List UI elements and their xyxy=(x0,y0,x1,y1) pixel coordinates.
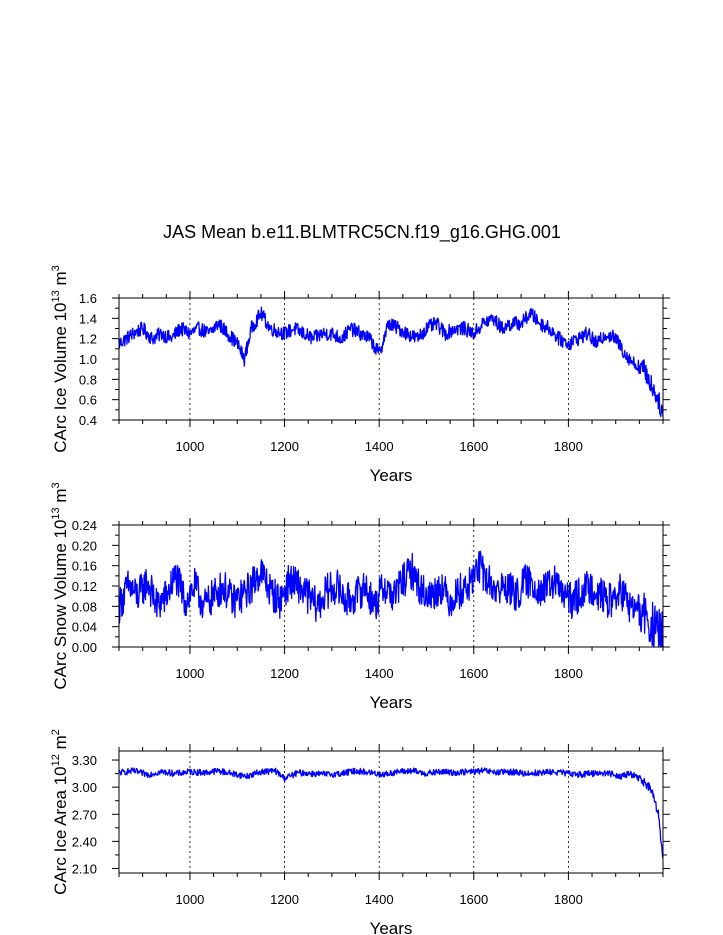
plot-frame xyxy=(118,297,664,421)
x-tick-label: 1800 xyxy=(554,892,583,907)
y-tick-label: 2.70 xyxy=(72,807,97,822)
chart-panel-1: 1000 1200 1400 1600 1800 0.4 0.6 0.8 1.0 1.2 1.4 1.… xyxy=(50,265,670,485)
x-tick-label: 1200 xyxy=(270,666,299,681)
x-axis-title: Years xyxy=(370,466,413,485)
y-tick-label: 3.30 xyxy=(72,753,97,768)
y-tick-label: 1.2 xyxy=(79,332,97,347)
figure-title: JAS Mean b.e11.BLMTRC5CN.f19_g16.GHG.001 xyxy=(163,222,561,243)
y-tick-label: 0.8 xyxy=(79,372,97,387)
y-axis-title: CArc Snow Volume 1013 m3 xyxy=(50,482,70,689)
x-tick-label: 1800 xyxy=(554,439,583,454)
y-tick-label: 0.4 xyxy=(79,413,97,428)
y-tick-label: 0.00 xyxy=(72,640,97,655)
y-tick-label: 3.00 xyxy=(72,780,97,795)
x-tick-label: 1800 xyxy=(554,666,583,681)
x-tick-label: 1400 xyxy=(365,439,394,454)
chart-panel-2: 1000 1200 1400 1600 1800 0.00 0.04 0.08 0.12 0.16… xyxy=(50,482,670,712)
y-tick-label: 2.40 xyxy=(72,834,97,849)
x-tick-label: 1400 xyxy=(365,892,394,907)
series-line xyxy=(118,306,664,418)
y-axis-title: CArc Ice Area 1012 m2 xyxy=(50,729,70,895)
x-tick-label: 1600 xyxy=(459,439,488,454)
x-tick-label: 1000 xyxy=(175,666,204,681)
y-tick-label: 1.0 xyxy=(79,352,97,367)
y-tick-label: 0.20 xyxy=(72,538,97,553)
y-tick-label: 0.04 xyxy=(72,620,97,635)
y-tick-label: 0.12 xyxy=(72,579,97,594)
y-tick-label: 0.24 xyxy=(72,518,97,533)
x-axis-title: Years xyxy=(370,919,413,935)
y-tick-label: 0.6 xyxy=(79,393,97,408)
chart-panels: 1000 1200 1400 1600 1800 0.4 0.6 0.8 1.0 1.2 1.4 1.… xyxy=(50,265,670,935)
x-tick-label: 1200 xyxy=(270,892,299,907)
series-line xyxy=(118,550,664,648)
plot-frame xyxy=(118,750,664,874)
x-tick-label: 1600 xyxy=(459,666,488,681)
y-tick-label: 1.6 xyxy=(79,291,97,306)
x-tick-label: 1000 xyxy=(175,892,204,907)
x-tick-label: 1200 xyxy=(270,439,299,454)
x-tick-label: 1400 xyxy=(365,666,394,681)
x-tick-label: 1600 xyxy=(459,892,488,907)
chart-panel-3: 1000 1200 1400 1600 1800 2.10 2.40 2.70 3.00 3.30… xyxy=(50,729,670,935)
x-axis-title: Years xyxy=(370,693,413,712)
y-tick-label: 1.4 xyxy=(79,311,97,326)
y-tick-label: 2.10 xyxy=(72,861,97,876)
x-tick-label: 1000 xyxy=(175,439,204,454)
series-line xyxy=(118,767,664,859)
y-tick-label: 0.08 xyxy=(72,599,97,614)
y-axis-title: CArc Ice Volume 1013 m3 xyxy=(50,265,70,453)
y-tick-label: 0.16 xyxy=(72,559,97,574)
